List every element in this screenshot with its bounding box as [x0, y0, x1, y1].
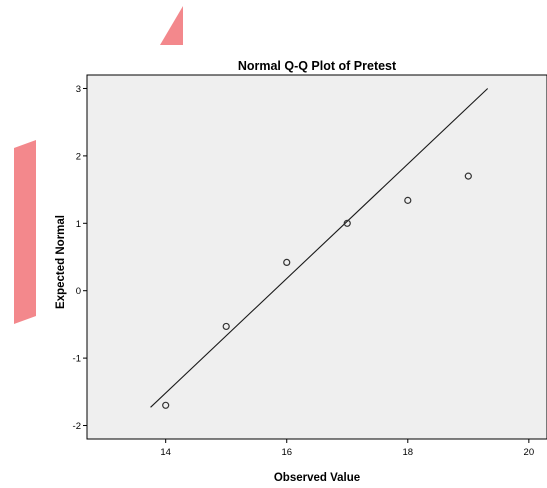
y-tick-label: 2: [76, 151, 81, 162]
y-axis-ticks: -2 -1 0 1 2 3: [73, 84, 87, 432]
y-tick-label: -2: [73, 421, 81, 432]
x-axis-label: Observed Value: [274, 472, 360, 484]
y-tick-label: 0: [76, 286, 81, 297]
y-tick-label: 1: [76, 219, 81, 230]
data-point: [404, 196, 412, 204]
y-axis-label: Expected Normal: [55, 215, 67, 309]
data-point: [222, 322, 230, 331]
data-points: [162, 172, 472, 409]
data-point: [343, 219, 351, 227]
decorative-pink-bar: [14, 140, 36, 324]
decorative-pink-triangle: [160, 6, 183, 45]
data-point: [283, 258, 291, 266]
y-tick-label: 3: [76, 84, 81, 95]
x-tick-label: 14: [160, 447, 171, 458]
x-tick-label: 18: [403, 447, 414, 458]
reference-line: [150, 88, 489, 408]
y-tick-label: -1: [73, 354, 81, 365]
plot-area: [86, 74, 547, 440]
chart-title: Normal Q-Q Plot of Pretest: [238, 59, 397, 73]
x-tick-label: 16: [281, 447, 292, 458]
x-tick-label: 20: [524, 447, 535, 458]
data-point: [162, 401, 170, 409]
reference-line-group: [150, 88, 489, 408]
data-point: [464, 172, 472, 180]
x-axis-ticks: 14 16 18 20: [160, 439, 534, 458]
